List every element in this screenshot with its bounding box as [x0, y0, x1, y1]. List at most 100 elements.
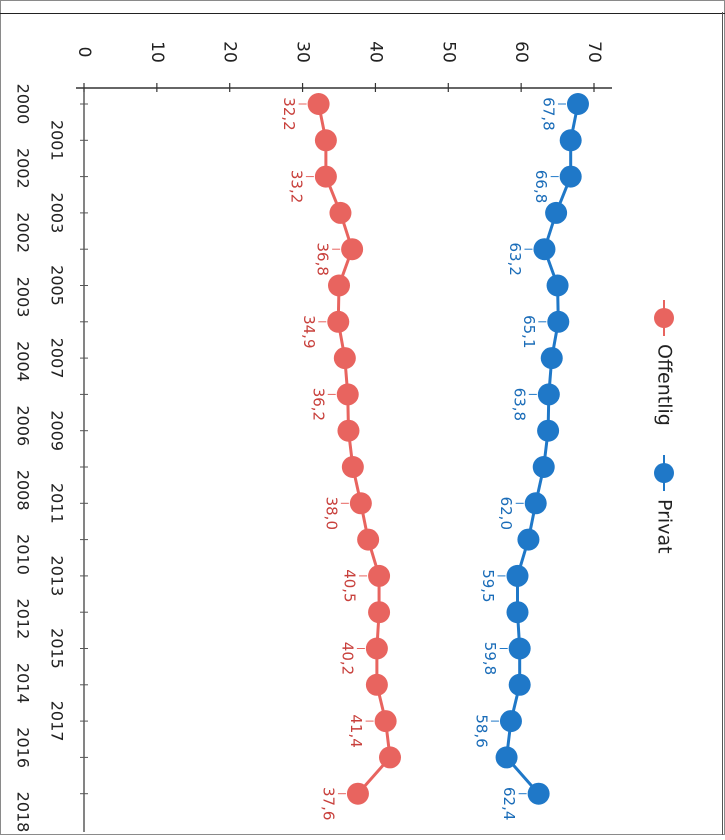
- data-point-offentlig: [328, 274, 350, 297]
- data-labels-group: 32,2 33,2 36,8 34,9 36,2 38,0 40,5 40,2 41,4 37,6…: [280, 97, 566, 820]
- value-tick-label: 70: [584, 41, 604, 63]
- legend-label: Offentlig: [654, 344, 676, 426]
- data-label-offentlig: 36,8: [314, 242, 332, 275]
- data-label-offentlig: 32,2: [280, 97, 298, 130]
- x-tick-label: 2003: [48, 193, 67, 234]
- data-label-offentlig: 34,9: [300, 315, 318, 348]
- data-point-offentlig: [368, 601, 391, 624]
- data-point-privat: [533, 238, 556, 261]
- right-border: [722, 12, 723, 835]
- value-tick-label: 10: [147, 41, 167, 63]
- data-point-offentlig: [314, 129, 337, 152]
- data-point-offentlig: [329, 201, 352, 224]
- x-tick-label: 2003: [14, 277, 33, 318]
- x-tick-label: 2011: [48, 483, 67, 524]
- legend-marker: [654, 463, 674, 483]
- legend-group: Offentlig Privat: [654, 300, 676, 554]
- data-point-offentlig: [365, 673, 388, 696]
- data-label-offentlig: 33,2: [287, 170, 305, 203]
- data-label-privat: 67,8: [539, 97, 557, 130]
- legend-marker: [654, 308, 674, 328]
- top-border: [0, 0, 725, 14]
- data-point-privat: [545, 201, 568, 224]
- x-tick-label: 2010: [14, 534, 33, 575]
- data-point-offentlig: [337, 419, 360, 442]
- data-point-privat: [559, 165, 582, 188]
- data-point-offentlig: [346, 782, 369, 805]
- x-tick-label: 2002: [14, 148, 33, 189]
- data-point-offentlig: [314, 165, 337, 188]
- axes-group: 0 10 20 30 40 50 60 70: [74, 41, 612, 832]
- data-point-privat: [540, 347, 563, 370]
- data-label-offentlig: 38,0: [322, 497, 340, 530]
- x-tick-label: 2000: [14, 84, 33, 125]
- value-tick-label: 50: [438, 41, 458, 63]
- data-label-privat: 62,0: [497, 497, 515, 530]
- data-point-offentlig: [357, 528, 380, 551]
- data-point-privat: [546, 274, 569, 297]
- data-point-privat: [547, 310, 570, 333]
- data-label-offentlig: 40,2: [338, 642, 356, 675]
- data-point-privat: [506, 564, 529, 587]
- data-point-privat: [532, 456, 555, 478]
- data-point-privat: [537, 383, 560, 406]
- x-tick-labels-group: 2001 2003 2005 2007 2009 2011 2013 2015 2017 2000…: [14, 84, 67, 833]
- data-point-offentlig: [341, 238, 364, 261]
- value-tick-label: 0: [74, 47, 94, 58]
- data-point-privat: [527, 782, 550, 805]
- data-point-offentlig: [365, 637, 388, 660]
- data-point-offentlig: [307, 93, 330, 115]
- data-point-privat: [508, 673, 531, 696]
- x-tick-label: 2017: [48, 701, 67, 742]
- x-tick-label: 2001: [48, 120, 67, 161]
- data-point-privat: [559, 129, 582, 152]
- x-tick-label: 2016: [14, 727, 33, 768]
- data-point-offentlig: [336, 383, 359, 406]
- x-tick-label: 2009: [48, 410, 67, 451]
- x-tick-label: 2007: [48, 338, 67, 379]
- x-tick-label: 2008: [14, 470, 33, 511]
- x-tick-label: 2002: [14, 212, 33, 253]
- data-point-privat: [499, 710, 522, 733]
- data-label-privat: 63,2: [506, 242, 524, 275]
- data-point-privat: [537, 419, 560, 442]
- series-lines-group: [317, 103, 580, 795]
- data-point-offentlig: [374, 710, 397, 733]
- data-point-offentlig: [341, 456, 364, 478]
- value-tick-label: 60: [511, 41, 531, 63]
- data-label-privat: 63,8: [510, 388, 528, 421]
- x-tick-label: 2005: [48, 265, 67, 306]
- data-label-privat: 65,1: [520, 315, 538, 348]
- data-label-privat: 59,8: [481, 642, 499, 675]
- data-point-offentlig: [379, 746, 401, 769]
- data-label-privat: 62,4: [500, 787, 518, 820]
- x-tick-label: 2012: [14, 599, 33, 640]
- series-points-group: [307, 93, 589, 805]
- data-point-privat: [495, 746, 518, 769]
- data-label-offentlig: 36,2: [309, 388, 327, 421]
- data-point-privat: [524, 492, 547, 515]
- value-tick-label: 30: [293, 41, 313, 63]
- x-tick-label: 2014: [14, 663, 33, 704]
- data-point-privat: [517, 528, 540, 551]
- data-label-offentlig: 40,5: [341, 569, 359, 602]
- data-point-offentlig: [349, 492, 372, 515]
- x-tick-label: 2018: [14, 792, 33, 833]
- data-point-privat: [506, 601, 529, 624]
- x-tick-label: 2013: [48, 556, 67, 597]
- data-point-privat: [508, 637, 531, 660]
- data-point-offentlig: [327, 310, 350, 333]
- x-tick-label: 2004: [14, 341, 33, 382]
- value-tick-label: 20: [220, 41, 240, 63]
- data-label-privat: 59,5: [479, 569, 497, 602]
- data-point-privat: [566, 93, 589, 115]
- data-label-privat: 58,6: [472, 714, 490, 747]
- data-label-offentlig: 41,4: [347, 714, 365, 747]
- x-tick-label: 2006: [14, 405, 33, 446]
- data-point-offentlig: [333, 347, 356, 370]
- legend-label: Privat: [654, 499, 676, 554]
- data-label-privat: 66,8: [532, 170, 550, 203]
